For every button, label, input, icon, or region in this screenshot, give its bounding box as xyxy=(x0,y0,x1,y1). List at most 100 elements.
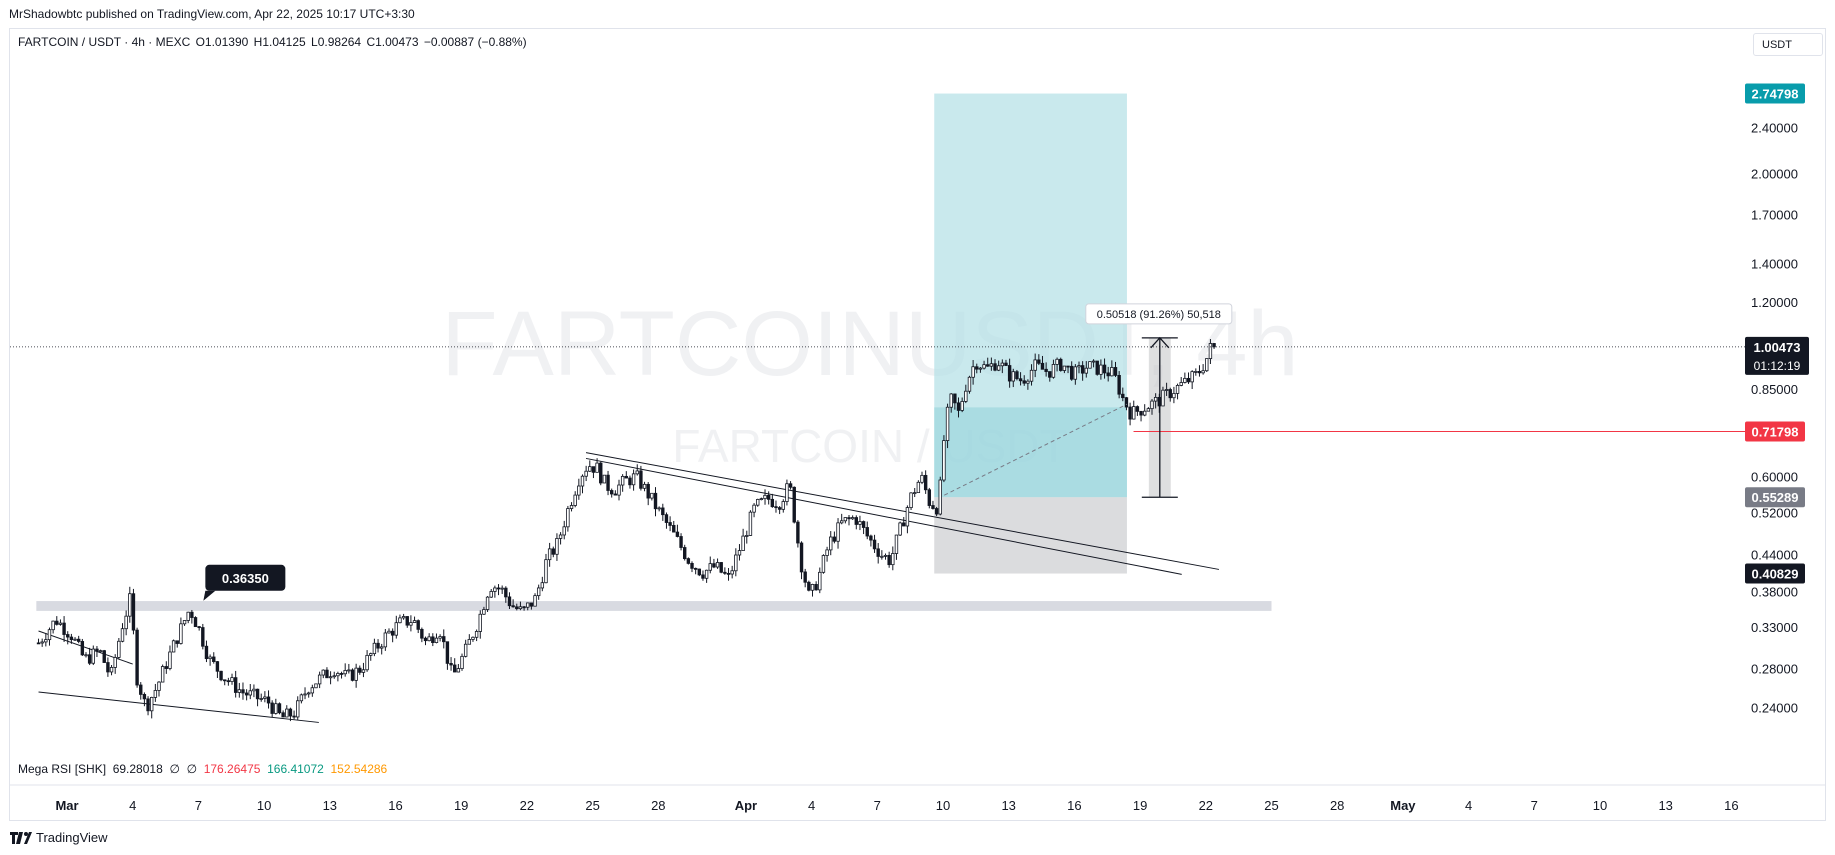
price-tick-label: 0.24000 xyxy=(1751,700,1798,715)
candle-body xyxy=(832,536,837,542)
time-tick-label: 7 xyxy=(1531,798,1538,813)
candle xyxy=(869,534,873,547)
candle-body xyxy=(230,677,234,683)
candle xyxy=(456,663,461,673)
candle-body xyxy=(73,638,77,641)
candle-body xyxy=(215,661,220,672)
candle-body xyxy=(883,554,888,557)
candle-body xyxy=(741,535,745,551)
candle-body xyxy=(288,708,293,717)
candle-body xyxy=(1132,406,1136,420)
candle-body xyxy=(1055,358,1059,365)
candle-body xyxy=(423,637,428,642)
candle xyxy=(379,643,384,655)
candle-body xyxy=(763,494,767,500)
candle-body xyxy=(861,521,866,528)
candle-body xyxy=(1143,410,1147,416)
candle-body xyxy=(894,534,899,554)
candle-body xyxy=(201,627,205,647)
candle-body xyxy=(580,475,585,487)
candle xyxy=(960,397,964,413)
candle xyxy=(949,393,953,413)
candle xyxy=(1172,386,1176,404)
candle-body xyxy=(442,636,446,643)
candle-body xyxy=(303,693,307,696)
rsi-symbol-2: ∅ xyxy=(186,762,198,776)
candle-body xyxy=(595,462,599,473)
candle-body xyxy=(398,617,402,624)
candle xyxy=(675,524,680,538)
candle xyxy=(431,633,435,647)
candle-body xyxy=(1106,372,1110,377)
candle xyxy=(1161,386,1165,407)
candle-body xyxy=(876,548,880,557)
trendline-1[interactable] xyxy=(38,630,133,665)
candle xyxy=(244,689,249,701)
candle-body xyxy=(1161,389,1165,407)
candle xyxy=(690,561,694,573)
candle xyxy=(87,647,92,666)
rsi-name: Mega RSI [SHK] xyxy=(18,762,107,776)
candle xyxy=(752,503,756,518)
candle xyxy=(617,479,621,501)
candle xyxy=(533,593,537,607)
candle-body xyxy=(485,596,490,610)
candle-body xyxy=(394,622,399,636)
trendline-3[interactable] xyxy=(585,452,1220,570)
candle-body xyxy=(310,687,315,694)
candle xyxy=(967,375,972,394)
tradingview-logo[interactable]: TradingView xyxy=(10,830,108,845)
candle-body xyxy=(1088,361,1092,369)
candle xyxy=(285,705,289,718)
candle-body xyxy=(1194,371,1198,373)
candle xyxy=(1040,355,1045,370)
candle xyxy=(387,628,391,634)
candle xyxy=(712,558,716,569)
candle xyxy=(679,533,683,551)
candle xyxy=(76,635,81,644)
candle-body xyxy=(686,558,691,564)
candle-body xyxy=(609,490,614,495)
candle xyxy=(825,546,829,562)
candle-body xyxy=(865,527,869,537)
candle-body xyxy=(98,650,103,653)
candle xyxy=(168,645,172,671)
candle-body xyxy=(631,473,636,486)
candle xyxy=(1029,364,1034,386)
candle-body xyxy=(365,654,369,671)
candle xyxy=(215,661,220,679)
candle-body xyxy=(708,563,712,571)
time-tick-label: 25 xyxy=(585,798,599,813)
candle xyxy=(128,586,132,623)
candle xyxy=(996,360,1001,372)
candle-body xyxy=(536,587,541,597)
price-badge-label: 0.71798 xyxy=(1752,424,1799,439)
candle xyxy=(810,583,815,597)
candle xyxy=(953,393,957,410)
candle xyxy=(1150,399,1154,415)
candle xyxy=(518,601,523,611)
time-tick-label: 4 xyxy=(808,798,815,813)
candle xyxy=(204,640,209,663)
candle xyxy=(529,602,534,610)
candle xyxy=(664,512,669,529)
candle xyxy=(865,521,869,540)
candle xyxy=(562,520,566,540)
candle xyxy=(898,521,902,537)
time-tick-label: 4 xyxy=(129,798,136,813)
currency-button[interactable]: USDT xyxy=(1753,33,1823,56)
candle-body xyxy=(332,675,336,678)
candle xyxy=(120,623,125,643)
candle xyxy=(880,550,884,560)
trendline-2[interactable] xyxy=(38,691,319,723)
trendline-4[interactable] xyxy=(585,457,1182,575)
candle xyxy=(843,517,848,524)
candle xyxy=(325,667,329,679)
candle-body xyxy=(1124,397,1129,408)
candle-body xyxy=(1015,371,1019,380)
candle-body xyxy=(745,535,749,537)
candle-body xyxy=(350,669,355,681)
candle-body xyxy=(511,605,515,608)
time-tick-label: 7 xyxy=(195,798,202,813)
